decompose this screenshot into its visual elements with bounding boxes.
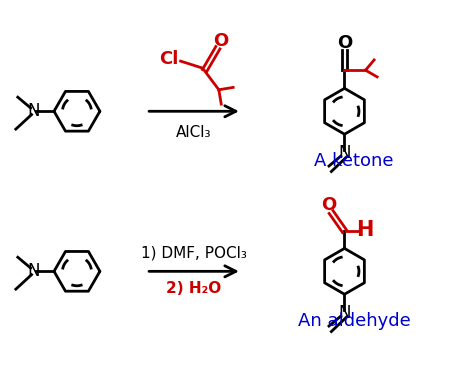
Text: N: N <box>338 144 351 162</box>
Text: Cl: Cl <box>159 50 178 68</box>
Text: O: O <box>213 32 228 50</box>
Text: 1) DMF, POCl₃: 1) DMF, POCl₃ <box>141 246 247 261</box>
Text: An aldehyde: An aldehyde <box>298 313 410 330</box>
Text: N: N <box>27 102 40 120</box>
Text: O: O <box>321 196 337 214</box>
Text: 2) H₂O: 2) H₂O <box>166 281 222 296</box>
Text: N: N <box>338 305 351 322</box>
Text: AlCl₃: AlCl₃ <box>176 125 212 140</box>
Text: H: H <box>356 220 373 240</box>
Text: A ketone: A ketone <box>314 152 394 171</box>
Text: N: N <box>27 262 40 280</box>
Text: O: O <box>337 34 352 52</box>
